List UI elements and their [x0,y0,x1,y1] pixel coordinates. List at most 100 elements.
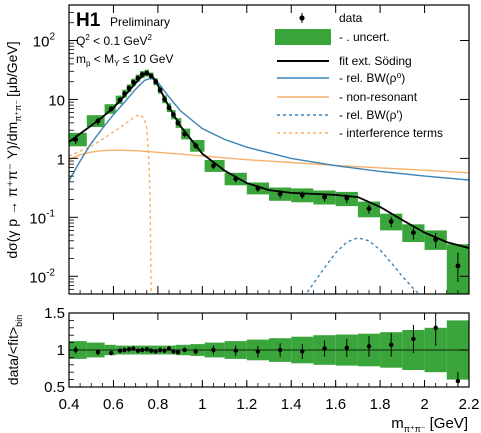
ratio-point [171,349,176,354]
ratio-point [122,347,127,353]
ratio-point [233,348,238,353]
ratio-point [411,336,416,342]
ratio-y-tick-label: 1 [57,342,65,359]
main-y-tick-label: 1 [57,151,65,168]
mass-sub-p: p [86,59,91,68]
data-point [148,73,154,79]
data-point [171,112,176,118]
y-tick-base: 10 [29,210,46,227]
data-point [322,194,327,200]
data-point [157,87,163,93]
main-plot-frame [68,4,470,295]
ratio-point [166,346,172,351]
data-point [344,195,350,201]
data-point [211,163,216,169]
x-tick-label: 0.4 [59,396,80,413]
q2-rest: < 0.1 GeV [90,34,148,48]
data-point [135,75,141,81]
ratio-y-axis-label: data/<fit>bin [5,315,24,385]
q2-cut: Q2 < 0.1 GeV2 [76,33,153,48]
legend-label-uncert: - . uncert. [339,30,390,44]
data-point [255,186,261,191]
data-point [162,97,168,102]
legend: data - . uncert. fit ext. Söding - rel. … [275,11,443,140]
x-tick-label: 2.2 [459,396,480,413]
ratio-point [117,348,123,353]
ratio-point [135,348,141,353]
main-y-tick-label: 10 [48,92,65,109]
data-point [117,97,123,103]
main-y-label-text: dσ(γ p → π⁺π⁻ Y)/dm [4,122,20,259]
data-point [139,72,145,77]
x-label-unit: [GeV] [430,415,468,432]
ratio-point [109,350,114,356]
data-point [144,70,150,76]
interference-curve [69,113,152,294]
legend-item-data: data [299,11,363,25]
legend-item-nonres: - non-resonant [277,90,418,104]
mass-cut: mp < MY ≤ 10 GeV [76,52,173,68]
ratio-point [366,344,372,349]
q2-unit-sup: 2 [148,33,153,42]
mass-mid: < M [90,52,114,66]
x-label-sub: π⁺π⁻ [404,424,426,433]
ratio-point [255,349,261,354]
legend-item-interference: - interference terms [277,126,443,140]
ratio-point [277,347,283,353]
status-label: Preliminary [110,15,170,29]
ratio-y-label-sub: bin [14,315,24,327]
x-tick-label: 0.6 [103,396,124,413]
data-point [182,131,188,137]
ratio-point [95,350,101,355]
x-tick-label: 1 [198,396,206,413]
y-tick-exp: -1 [46,208,55,219]
data-point [131,79,136,85]
ratio-point [175,350,181,355]
data-point [411,230,416,236]
x-tick-label: 2 [420,396,428,413]
ratio-point [131,346,136,351]
ratio-point [149,348,154,353]
data-point [175,120,181,126]
legend-label-rho0: - rel. BW(ρ⁰) [339,71,405,85]
mass-main: m [76,52,86,66]
data-point [126,85,132,91]
ratio-point [211,347,216,353]
ratio-point [162,348,167,353]
main-y-label-unit: [μb/GeV] [4,41,20,97]
legend-label-interference: - interference terms [339,126,443,140]
x-label-text: m [391,415,404,432]
data-points [73,70,461,282]
y-tick-exp: -2 [46,267,55,278]
legend-label-data: data [339,11,363,25]
x-tick-label: 1.4 [281,396,302,413]
data-point [108,106,114,112]
ratio-y-tick-label: 0.5 [44,379,65,396]
data-point [73,137,79,142]
q2-main: Q [76,34,85,48]
main-y-tick-label: 10-1 [29,208,55,227]
q2-sup: 2 [85,33,90,42]
y-tick-base: 10 [29,269,46,286]
x-tick-label: 0.8 [147,396,168,413]
data-point [153,79,159,85]
main-y-tick-label: 102 [33,31,56,50]
data-point [277,191,283,197]
y-tick-base: 1 [57,151,65,168]
legend-item-rhoprime: - rel. BW(ρ') [277,108,403,122]
x-tick-label: 1.6 [325,396,346,413]
x-tick-label: 1.2 [236,396,257,413]
data-point [433,237,439,242]
non-resonant-curve [69,149,469,174]
main-y-label-sub: π⁺π⁻ [13,100,23,122]
experiment-label: H1 [76,10,101,31]
data-point [122,91,127,97]
data-point [166,105,172,111]
legend-label-fit: fit ext. Söding [339,54,412,68]
main-y-tick-label: 10-2 [29,267,55,286]
ratio-point [322,346,327,351]
data-point [95,118,101,124]
